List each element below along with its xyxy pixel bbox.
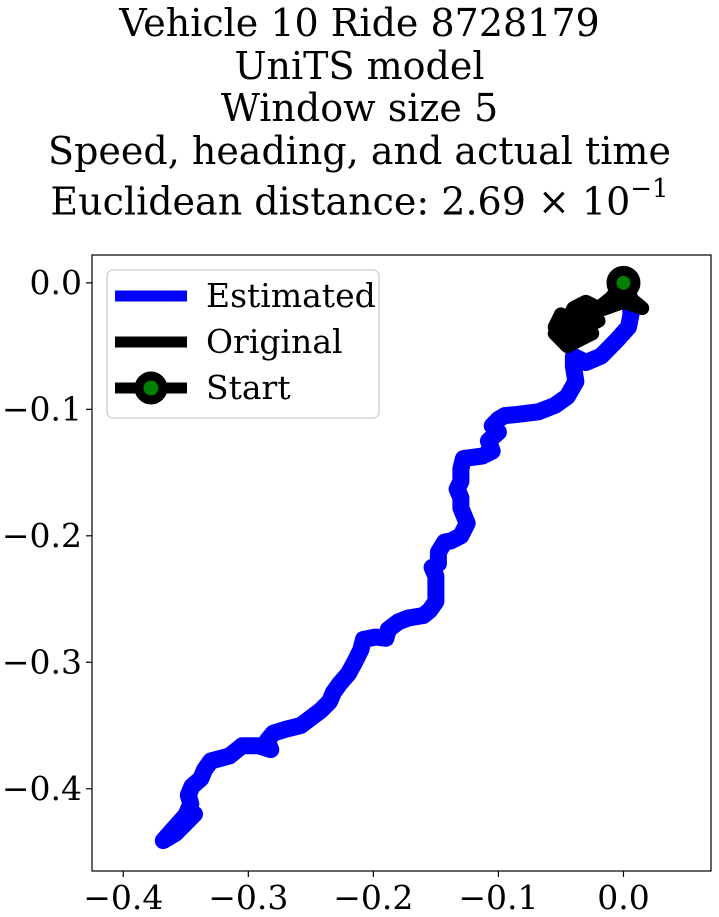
- legend: Estimated Original Start: [106, 269, 380, 419]
- series-layer: [154, 265, 650, 850]
- legend-start-label: Start: [206, 368, 291, 407]
- series-line-original: [547, 275, 650, 354]
- title-line-model: UniTS model: [234, 43, 485, 88]
- legend-box: [106, 269, 380, 419]
- title-line-vehicle: Vehicle 10 Ride 8728179: [119, 1, 600, 45]
- y-tick-label: −0.2: [2, 516, 82, 555]
- distance-exponent: −1: [630, 174, 669, 204]
- x-tick-label: −0.3: [208, 878, 288, 917]
- ticks-layer: −0.4 −0.3 −0.2 −0.1 0.0 0.0 −0.1 −0.2 −0.3 −0.4: [2, 263, 650, 917]
- y-tick-label: 0.0: [30, 263, 82, 302]
- y-tick-label: −0.4: [2, 769, 82, 808]
- title-line-distance: Euclidean distance: 2.69 × 10−1: [0, 172, 719, 223]
- distance-times: × 10: [525, 179, 631, 224]
- x-tick-label: −0.2: [333, 878, 413, 917]
- legend-original-label: Original: [206, 322, 343, 361]
- legend-estimated-label: Estimated: [206, 276, 376, 315]
- chart-title: Vehicle 10 Ride 8728179 UniTS model Wind…: [0, 2, 719, 223]
- axes-frame: [91, 254, 712, 872]
- x-tick-label: −0.1: [458, 878, 538, 917]
- y-tick-label: −0.1: [2, 389, 82, 428]
- x-tick-label: 0.0: [597, 878, 649, 917]
- y-tick-label: −0.3: [2, 642, 82, 681]
- distance-label: Euclidean distance:: [50, 179, 442, 224]
- distance-mantissa: 2.69: [441, 179, 526, 224]
- legend-start-marker: [134, 371, 168, 405]
- title-line-window: Window size 5: [220, 86, 499, 130]
- series-line-estimated: [154, 274, 640, 850]
- title-line-features: Speed, heading, and actual time: [48, 128, 671, 173]
- x-tick-label: −0.4: [83, 878, 163, 917]
- start-point-marker: [606, 265, 641, 300]
